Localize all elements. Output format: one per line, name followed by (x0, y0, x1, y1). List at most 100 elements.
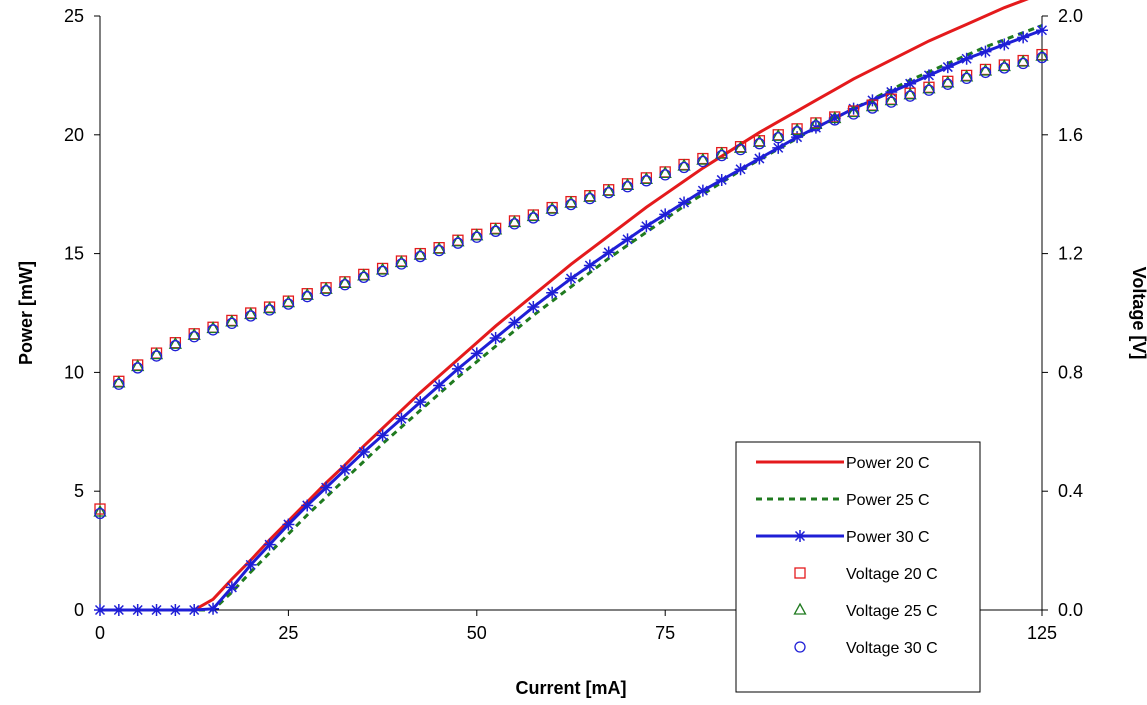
data-point-power-30-c (753, 152, 766, 165)
data-point-voltage-25-c (696, 152, 710, 165)
y-tick-label-right: 0.4 (1058, 481, 1083, 501)
data-point-voltage-25-c (526, 209, 540, 222)
data-point-voltage-25-c (847, 105, 861, 118)
data-point-voltage-25-c (225, 314, 239, 327)
data-point-voltage-30-c (1036, 51, 1048, 64)
data-point-voltage-25-c (93, 504, 107, 517)
data-point-power-30-c (94, 604, 106, 616)
data-point-voltage-30-c (94, 507, 106, 520)
data-point-power-30-c (922, 69, 935, 82)
data-point-voltage-25-c (997, 59, 1011, 72)
y-tick-label-right: 1.6 (1058, 125, 1083, 145)
data-point-voltage-30-c (716, 149, 728, 162)
y-tick-label-right: 0.8 (1058, 362, 1083, 382)
x-tick-label: 25 (278, 623, 298, 643)
data-point-power-30-c (357, 445, 370, 458)
data-point-voltage-30-c (885, 96, 897, 108)
legend: Power 20 C Power 25 C Power 30 C Voltage 20… (735, 441, 981, 693)
data-point-voltage-25-c (394, 255, 409, 268)
data-point-voltage-30-c (697, 155, 709, 168)
data-point-voltage-25-c (960, 69, 974, 82)
data-point-voltage-30-c (301, 291, 313, 303)
data-point-voltage-30-c (678, 161, 690, 174)
legend-box (735, 441, 981, 693)
legend-marker-voltage-30-c (794, 641, 806, 653)
legend-label-power-30-c: Power 30 C (846, 529, 930, 546)
series-power-20-c (100, 0, 1029, 612)
data-point-power-30-c (263, 538, 276, 551)
data-point-power-30-c (414, 396, 427, 409)
data-point-voltage-30-c (640, 175, 653, 187)
legend-label-power-20-c: Power 20 C (846, 455, 930, 472)
data-point-voltage-30-c (584, 193, 596, 205)
data-point-voltage-20-c (94, 503, 106, 515)
series-line-power-25-c (100, 24, 1043, 612)
data-point-voltage-25-c (865, 99, 880, 112)
data-point-voltage-25-c (376, 262, 390, 275)
series-line-power-20-c (100, 0, 1029, 612)
data-point-power-30-c (320, 481, 333, 494)
data-point-voltage-25-c (338, 275, 352, 288)
y-tick-label-right: 1.2 (1058, 244, 1083, 264)
data-point-voltage-30-c (829, 114, 841, 126)
data-point-voltage-25-c (451, 234, 465, 247)
data-point-voltage-25-c (771, 128, 785, 141)
data-point-voltage-30-c (603, 187, 615, 199)
data-point-power-30-c (640, 220, 653, 233)
data-point-voltage-25-c (149, 347, 164, 360)
data-point-power-30-c (112, 604, 125, 616)
data-point-power-30-c (188, 604, 201, 616)
data-point-power-30-c (1036, 24, 1048, 37)
legend-marker-voltage-25-c (793, 602, 807, 615)
data-point-voltage-30-c (998, 62, 1010, 74)
data-point-voltage-25-c (470, 228, 484, 241)
legend-label-voltage-25-c: Voltage 25 C (846, 603, 938, 620)
data-point-voltage-30-c (923, 84, 935, 96)
data-point-voltage-25-c (131, 359, 145, 372)
data-point-voltage-25-c (733, 140, 748, 153)
data-point-power-30-c (960, 52, 973, 65)
data-point-power-30-c (451, 362, 464, 375)
data-point-voltage-25-c (432, 241, 446, 254)
data-point-power-30-c (489, 331, 502, 344)
data-point-power-30-c (207, 602, 220, 615)
data-point-voltage-25-c (564, 195, 578, 208)
legend-marker-voltage-20-c (794, 567, 806, 579)
data-point-voltage-25-c (715, 146, 729, 159)
data-point-voltage-25-c (828, 111, 842, 124)
data-point-voltage-25-c (941, 75, 955, 88)
data-point-voltage-30-c (433, 244, 445, 257)
data-point-voltage-25-c (677, 158, 691, 171)
legend-label-voltage-20-c: Voltage 20 C (846, 566, 938, 583)
y-axis-title-left: Power [mW] (16, 261, 36, 365)
data-point-voltage-25-c (602, 183, 616, 196)
data-point-power-30-c (565, 272, 577, 285)
data-point-voltage-25-c (922, 81, 936, 94)
data-point-voltage-25-c (884, 93, 898, 106)
data-point-voltage-30-c (339, 279, 351, 291)
x-tick-label: 75 (655, 623, 675, 643)
data-point-voltage-30-c (960, 72, 973, 85)
data-point-voltage-25-c (978, 63, 993, 76)
data-point-voltage-30-c (132, 362, 144, 374)
data-point-power-30-c (696, 184, 709, 197)
series-voltage-30-c (94, 51, 1048, 520)
x-tick-label: 50 (467, 623, 487, 643)
data-point-power-30-c (621, 233, 634, 246)
data-point-voltage-25-c (244, 307, 258, 320)
data-point-voltage-25-c (206, 321, 220, 334)
data-point-power-30-c (828, 112, 841, 125)
data-point-voltage-30-c (847, 108, 860, 120)
data-point-voltage-30-c (1017, 57, 1029, 70)
data-point-voltage-25-c (507, 215, 522, 228)
data-point-voltage-25-c (262, 301, 277, 314)
data-point-voltage-25-c (281, 295, 295, 308)
y-axis-title-right: Voltage [V] (1129, 267, 1147, 360)
data-point-voltage-30-c (866, 102, 879, 114)
data-point-power-30-c (546, 286, 559, 299)
legend-marker-power-30-c (794, 530, 806, 542)
data-point-power-30-c (885, 86, 898, 99)
series-layer (93, 0, 1049, 616)
y-tick-label-left: 25 (64, 6, 84, 26)
data-point-power-30-c (659, 208, 672, 221)
